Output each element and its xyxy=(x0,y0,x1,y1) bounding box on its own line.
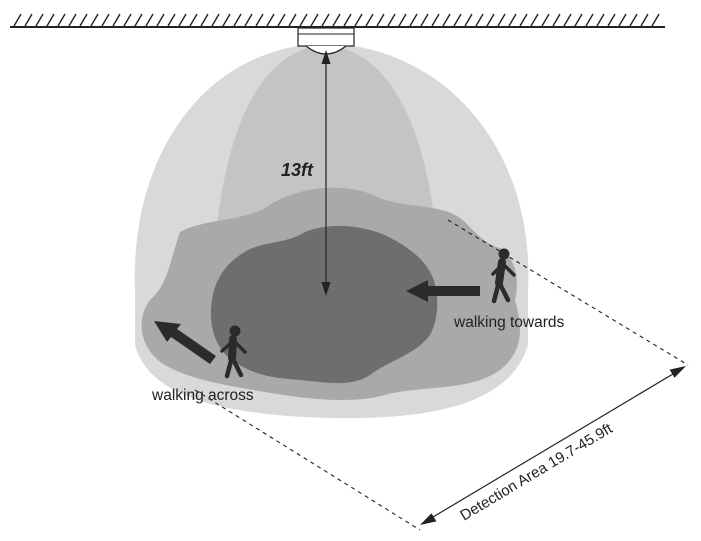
ceiling-hatch-mark xyxy=(365,13,374,27)
ceiling-hatch-mark xyxy=(299,13,308,27)
ceiling-hatch-mark xyxy=(24,13,33,27)
ceiling-hatch-mark xyxy=(442,13,451,27)
ceiling-hatch-mark xyxy=(376,13,385,27)
ceiling-hatch-mark xyxy=(629,13,638,27)
ceiling-hatch-mark xyxy=(123,13,132,27)
detection-area-label: Detection Area 19.7-45.9ft xyxy=(457,420,616,525)
walking-towards-label: walking towards xyxy=(453,314,565,331)
walking-across-person-icon xyxy=(220,325,247,379)
ceiling-hatch-mark xyxy=(200,13,209,27)
ceiling-hatch-mark xyxy=(266,13,275,27)
ceiling-hatch-mark xyxy=(475,13,484,27)
ceiling-hatch-mark xyxy=(651,13,660,27)
ceiling-hatch-mark xyxy=(167,13,176,27)
height-label: 13ft xyxy=(281,160,314,180)
ceiling-hatch-mark xyxy=(497,13,506,27)
ceiling-hatch-mark xyxy=(332,13,341,27)
walking-towards-arrow xyxy=(406,280,480,302)
ceiling-hatch-mark xyxy=(541,13,550,27)
ceiling-hatch-mark xyxy=(46,13,55,27)
ceiling-hatch-mark xyxy=(607,13,616,27)
ceiling-hatch-mark xyxy=(189,13,198,27)
ceiling-hatch-mark xyxy=(387,13,396,27)
ceiling-hatch-mark xyxy=(13,13,22,27)
ceiling-hatch-mark xyxy=(574,13,583,27)
ceiling-hatch-mark xyxy=(90,13,99,27)
ceiling-hatch-mark xyxy=(486,13,495,27)
ceiling-hatch-mark xyxy=(552,13,561,27)
ceiling-hatch-mark xyxy=(398,13,407,27)
ceiling-hatch-mark xyxy=(35,13,44,27)
ceiling-hatch-mark xyxy=(79,13,88,27)
ceiling-hatch-mark xyxy=(563,13,572,27)
ceiling-hatch-mark xyxy=(585,13,594,27)
ceiling-hatch-mark xyxy=(453,13,462,27)
ceiling-hatch-mark xyxy=(409,13,418,27)
ceiling-hatch-mark xyxy=(420,13,429,27)
ceiling-hatch-mark xyxy=(222,13,231,27)
ceiling-hatch-mark xyxy=(68,13,77,27)
detection-area-dimension-arrow xyxy=(420,366,686,525)
core-detection-zone xyxy=(210,225,438,384)
ceiling-hatch-mark xyxy=(508,13,517,27)
ceiling-hatch-mark xyxy=(343,13,352,27)
ceiling-hatch-mark xyxy=(233,13,242,27)
ceiling-hatch-mark xyxy=(101,13,110,27)
ceiling-hatch-mark xyxy=(321,13,330,27)
ceiling-hatch-mark xyxy=(464,13,473,27)
ceiling-hatch-mark xyxy=(277,13,286,27)
ceiling-hatch-mark xyxy=(310,13,319,27)
ceiling-hatch-mark xyxy=(288,13,297,27)
ceiling-hatch-mark xyxy=(134,13,143,27)
ceiling-hatch-mark xyxy=(354,13,363,27)
ceiling-hatch-mark xyxy=(255,13,264,27)
walking-across-arrow xyxy=(154,321,216,364)
ceiling-hatch-mark xyxy=(211,13,220,27)
ceiling-hatch-mark xyxy=(530,13,539,27)
detection-area-guide-lines xyxy=(194,219,689,531)
ceiling-hatch-mark xyxy=(156,13,165,27)
walking-across-label: walking across xyxy=(151,387,254,404)
ceiling-hatch-mark xyxy=(57,13,66,27)
ceiling-hatch-mark xyxy=(640,13,649,27)
ceiling-hatch-mark xyxy=(145,13,154,27)
ceiling-hatch-mark xyxy=(178,13,187,27)
ceiling-hatch-mark xyxy=(618,13,627,27)
ceiling-hatch-mark xyxy=(112,13,121,27)
height-dimension-arrow xyxy=(321,50,331,296)
ceiling-hatch-mark xyxy=(519,13,528,27)
walking-towards-person-icon xyxy=(491,248,516,304)
ceiling xyxy=(10,13,665,28)
ceiling-hatch-mark xyxy=(431,13,440,27)
ceiling-hatch-mark xyxy=(244,13,253,27)
ceiling-hatch-mark xyxy=(596,13,605,27)
